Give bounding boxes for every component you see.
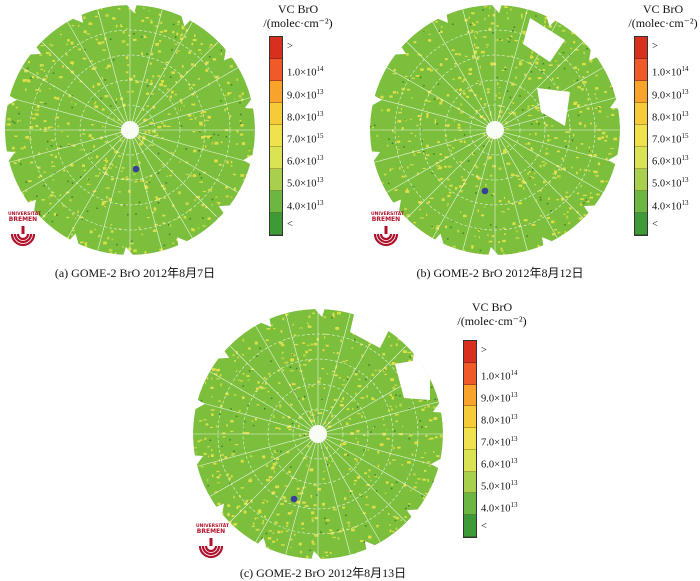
- legend-tick-label: 8.0×1013: [287, 109, 324, 124]
- legend-tick-label: 7.0×1015: [287, 132, 324, 146]
- no-data-gap: [523, 18, 565, 62]
- legend-tick-label: 1.0×1014: [652, 65, 689, 79]
- university-bremen-logo: UNIVERSITÄT BREMEN: [8, 212, 41, 252]
- legend-tick-label: <: [287, 218, 293, 230]
- legend-tick-label: <: [481, 521, 487, 532]
- legend-tick-label: 4.0×1013: [287, 198, 324, 213]
- legend-swatch: [270, 169, 282, 191]
- legend-tick-label: 7.0×1013: [481, 435, 518, 449]
- no-data-gap: [537, 88, 570, 126]
- legend-tick-label: 9.0×1013: [481, 391, 518, 405]
- legend-swatch: [270, 59, 282, 81]
- legend-swatch: [270, 213, 282, 235]
- legend-tick-label: 5.0×1013: [652, 176, 689, 190]
- legend-swatch: [635, 81, 647, 103]
- no-data-gap: [395, 358, 430, 400]
- legend-title: VC BrO/(molec·cm⁻²): [457, 300, 527, 328]
- station-marker: [132, 165, 140, 173]
- station-marker: [290, 495, 298, 503]
- legend-swatch: [464, 471, 476, 494]
- legend-tick-label: 9.0×1013: [287, 87, 324, 102]
- legend-tick-label: 1.0×1014: [481, 369, 518, 383]
- legend-swatch: [270, 37, 282, 59]
- polar-map-a: [5, 5, 255, 255]
- legend-tick-label: 4.0×1013: [652, 198, 689, 213]
- legend-tick-label: 8.0×1013: [652, 109, 689, 124]
- caption-b: (b) GOME-2 BrO 2012年8月12日: [416, 266, 584, 280]
- legend-swatch: [464, 362, 476, 385]
- legend-tick-label: <: [652, 218, 658, 230]
- lat-lon-grid: [5, 5, 255, 255]
- polar-map-c: [193, 309, 443, 559]
- legend-tick-label: 1.0×1014: [287, 65, 324, 79]
- legend-title: VC BrO/(molec·cm⁻²): [263, 2, 333, 30]
- bro-hotspots: [6, 7, 255, 255]
- legend-swatch: [635, 147, 647, 169]
- legend-swatch: [635, 103, 647, 125]
- legend-swatch: [635, 191, 647, 213]
- legend-swatch: [635, 37, 647, 59]
- legend-tick-label: 8.0×1013: [481, 413, 518, 427]
- university-bremen-logo: UNIVERSITÄT BREMEN: [196, 524, 229, 564]
- legend-tick-label: >: [481, 345, 487, 356]
- bremen-logo-mark: [374, 226, 398, 247]
- legend-tick-label: 7.0×1015: [652, 132, 689, 146]
- legend-colorbar: [634, 36, 648, 236]
- swath-edge: [193, 309, 443, 559]
- legend-swatch: [635, 169, 647, 191]
- legend-tick-label: 5.0×1013: [287, 176, 324, 190]
- lat-lon-grid: [193, 309, 443, 559]
- legend-tick-label: 6.0×1013: [481, 457, 518, 471]
- legend-tick-label: 9.0×1013: [652, 87, 689, 102]
- bremen-logo-mark: [11, 226, 35, 247]
- panel-c: UNIVERSITÄT BREMEN VC BrO/(molec·cm⁻²) >…: [190, 298, 530, 581]
- legend-tick-label: 6.0×1013: [287, 154, 324, 168]
- legend-swatch: [270, 81, 282, 103]
- no-data-gap: [350, 310, 390, 348]
- legend-colorbar: [269, 36, 283, 236]
- legend-swatch: [464, 515, 476, 537]
- caption-a: (a) GOME-2 BrO 2012年8月7日: [54, 266, 216, 280]
- legend-swatch: [635, 213, 647, 235]
- legend-title: VC BrO/(molec·cm⁻²): [628, 2, 698, 30]
- legend-tick-label: 5.0×1013: [481, 479, 518, 493]
- bremen-logo-mark: [199, 538, 223, 559]
- legend-swatch: [635, 125, 647, 147]
- legend-swatch: [464, 406, 476, 429]
- legend-swatch: [464, 384, 476, 407]
- legend-swatch: [270, 147, 282, 169]
- legend-swatch: [270, 125, 282, 147]
- legend-tick-label: >: [287, 41, 293, 53]
- legend-swatch: [270, 191, 282, 213]
- legend-swatch: [464, 493, 476, 516]
- university-bremen-logo: UNIVERSITÄT BREMEN: [371, 212, 404, 252]
- legend-swatch: [464, 449, 476, 472]
- bro-hotspots: [194, 311, 443, 559]
- legend-swatch: [270, 103, 282, 125]
- legend-swatch: [635, 59, 647, 81]
- legend-tick-label: 6.0×1013: [652, 154, 689, 168]
- station-marker: [481, 187, 489, 195]
- legend-colorbar: [463, 340, 477, 538]
- panel-b: UNIVERSITÄT BREMEN VC BrO/(molec·cm⁻²) >…: [365, 0, 700, 290]
- legend-tick-label: >: [652, 41, 658, 53]
- caption-c: (c) GOME-2 BrO 2012年8月13日: [239, 566, 407, 580]
- legend-swatch: [464, 428, 476, 450]
- polar-map-b: [370, 5, 620, 255]
- legend-tick-label: 4.0×1013: [481, 501, 518, 515]
- panel-a: UNIVERSITÄT BREMEN VC BrO/(molec·cm⁻²) >…: [0, 0, 350, 290]
- legend-swatch: [464, 341, 476, 363]
